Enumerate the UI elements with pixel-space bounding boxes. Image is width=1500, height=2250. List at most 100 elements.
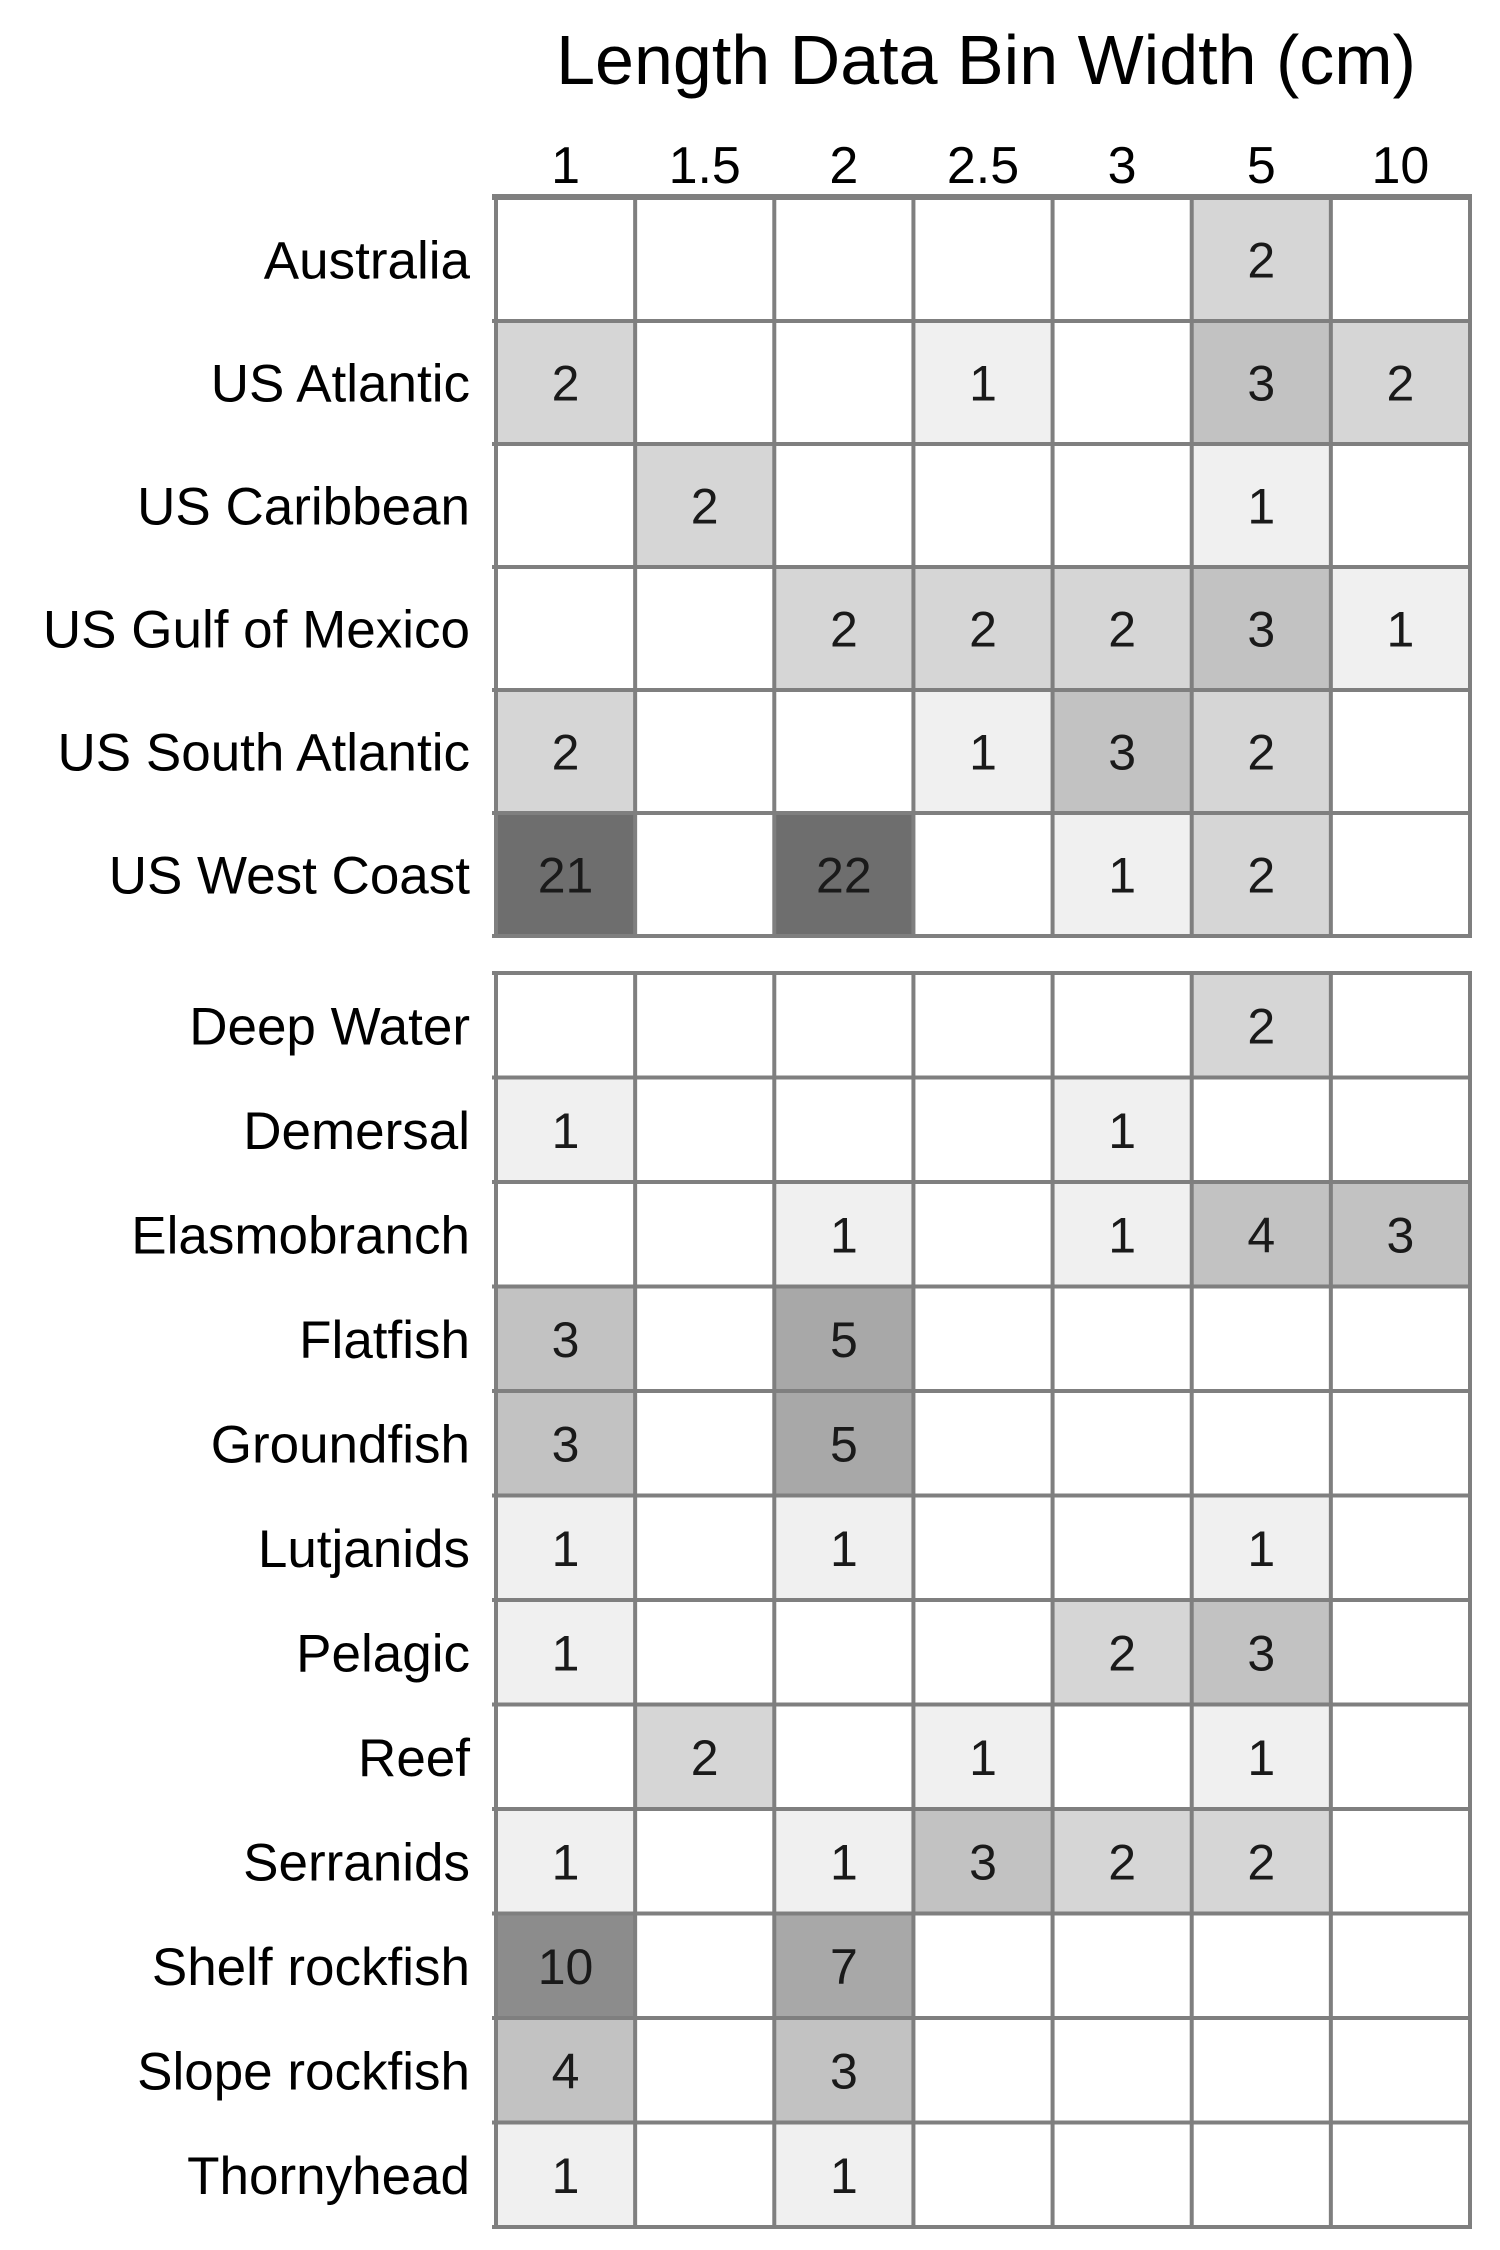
- heatmap-cell: [1330, 1913, 1470, 2018]
- heatmap-cell: [1052, 444, 1192, 567]
- heatmap-cell: [913, 1495, 1053, 1600]
- cell-value: 2: [1108, 602, 1136, 658]
- cell-value: 1: [552, 2148, 580, 2204]
- cell-value: 2: [1247, 848, 1275, 904]
- cell-value: 2: [969, 602, 997, 658]
- heatmap-cell: [1191, 2018, 1331, 2123]
- heatmap-cell: [1330, 1077, 1470, 1182]
- heatmap-cell: [1052, 567, 1192, 690]
- heatmap-cell: [1191, 444, 1331, 567]
- heatmap-cell: [1191, 1600, 1331, 1705]
- row-group: Australia 2US Atlantic 2 1 3 2US Caribbean 2 1U…: [43, 196, 1472, 938]
- heatmap-cell: [496, 1913, 636, 2018]
- column-label: 2: [829, 137, 858, 195]
- heatmap-cell: [774, 690, 914, 813]
- heatmap-cell: [913, 1286, 1053, 1391]
- heatmap-cell: [496, 690, 636, 813]
- heatmap-cell: [635, 1600, 775, 1705]
- heatmap-cell: [1191, 973, 1331, 1078]
- heatmap-cell: [1191, 567, 1331, 690]
- heatmap-cell: [1191, 1391, 1331, 1496]
- heatmap-cell: [635, 444, 775, 567]
- cell-value: 3: [1108, 725, 1136, 781]
- row-label: Serranids: [243, 1833, 470, 1892]
- heatmap-cell: [774, 813, 914, 936]
- heatmap-cell: [1052, 1391, 1192, 1496]
- column-label: 3: [1108, 137, 1137, 195]
- row-label: Reef: [358, 1729, 470, 1788]
- heatmap-cell: [913, 973, 1053, 1078]
- row-label: Demersal: [243, 1102, 470, 1161]
- heatmap-cell: [1330, 1600, 1470, 1705]
- heatmap-cell: [496, 1077, 636, 1182]
- heatmap-cell: [496, 321, 636, 444]
- cell-value: 5: [830, 1416, 858, 1472]
- row-label: Lutjanids: [258, 1520, 470, 1579]
- heatmap-cell: [1191, 1495, 1331, 1600]
- heatmap-groups: Australia 2US Atlantic 2 1 3 2US Caribbean 2 1U…: [43, 196, 1472, 2229]
- heatmap-cell: [1191, 813, 1331, 936]
- heatmap-cell: [774, 1495, 914, 1600]
- heatmap-cell: [1330, 444, 1470, 567]
- heatmap-cell: [774, 444, 914, 567]
- heatmap-cell: [913, 690, 1053, 813]
- heatmap-cell: [774, 1913, 914, 2018]
- row-label: Slope rockfish: [137, 2042, 470, 2101]
- heatmap-cell: [635, 567, 775, 690]
- cell-value: 3: [1247, 602, 1275, 658]
- heatmap-cell: [1330, 973, 1470, 1078]
- heatmap-cell: [1330, 198, 1470, 321]
- heatmap-cell: [913, 567, 1053, 690]
- heatmap-cell: [774, 1286, 914, 1391]
- heatmap-cell: [1052, 1913, 1192, 2018]
- heatmap-cell: [1330, 567, 1470, 690]
- row-label: Pelagic: [296, 1624, 470, 1683]
- heatmap-cell: [774, 567, 914, 690]
- heatmap-cell: [635, 2018, 775, 2123]
- heatmap-cell: [774, 1182, 914, 1287]
- cell-value: 3: [1387, 1207, 1415, 1263]
- heatmap-cell: [1191, 198, 1331, 321]
- heatmap-cell: [1191, 2122, 1331, 2227]
- heatmap-cell: [1330, 2122, 1470, 2227]
- heatmap-cell: [1330, 2018, 1470, 2123]
- heatmap-cell: [1191, 321, 1331, 444]
- heatmap-cell: [1330, 1495, 1470, 1600]
- chart-title: Length Data Bin Width (cm): [556, 21, 1416, 99]
- cell-value: 1: [1108, 1103, 1136, 1159]
- cell-value: 3: [969, 1834, 997, 1890]
- heatmap-cell: [496, 1495, 636, 1600]
- heatmap-cell: [496, 1286, 636, 1391]
- heatmap-cell: [635, 1391, 775, 1496]
- cell-value: 21: [538, 848, 594, 904]
- heatmap-cell: [1330, 321, 1470, 444]
- row-label: US Caribbean: [137, 478, 470, 537]
- heatmap-cell: [1191, 1077, 1331, 1182]
- cell-value: 2: [830, 602, 858, 658]
- heatmap-cell: [1052, 321, 1192, 444]
- heatmap-cell: [1052, 1495, 1192, 1600]
- cell-value: 2: [691, 1730, 719, 1786]
- cell-value: 1: [830, 2148, 858, 2204]
- heatmap-cell: [635, 813, 775, 936]
- heatmap-cell: [913, 1391, 1053, 1496]
- heatmap-cell: [1191, 1809, 1331, 1914]
- row-label: Deep Water: [189, 997, 470, 1056]
- cell-value: 7: [830, 1939, 858, 1995]
- cell-value: 2: [1247, 233, 1275, 289]
- cell-value: 1: [969, 356, 997, 412]
- column-labels: 1 1.5 2 2.5 3 5 10: [492, 137, 1472, 198]
- heatmap-cell: [635, 321, 775, 444]
- cell-value: 1: [1247, 1730, 1275, 1786]
- cell-value: 22: [816, 848, 872, 904]
- heatmap-cell: [496, 1391, 636, 1496]
- heatmap-cell: [1191, 1704, 1331, 1809]
- cell-value: 2: [552, 356, 580, 412]
- heatmap-cell: [913, 813, 1053, 936]
- heatmap-cell: [496, 2018, 636, 2123]
- heatmap-cell: [1330, 690, 1470, 813]
- cell-value: 3: [830, 2043, 858, 2099]
- column-label: 2.5: [947, 137, 1019, 195]
- heatmap-cell: [1330, 1704, 1470, 1809]
- cell-value: 4: [1247, 1207, 1275, 1263]
